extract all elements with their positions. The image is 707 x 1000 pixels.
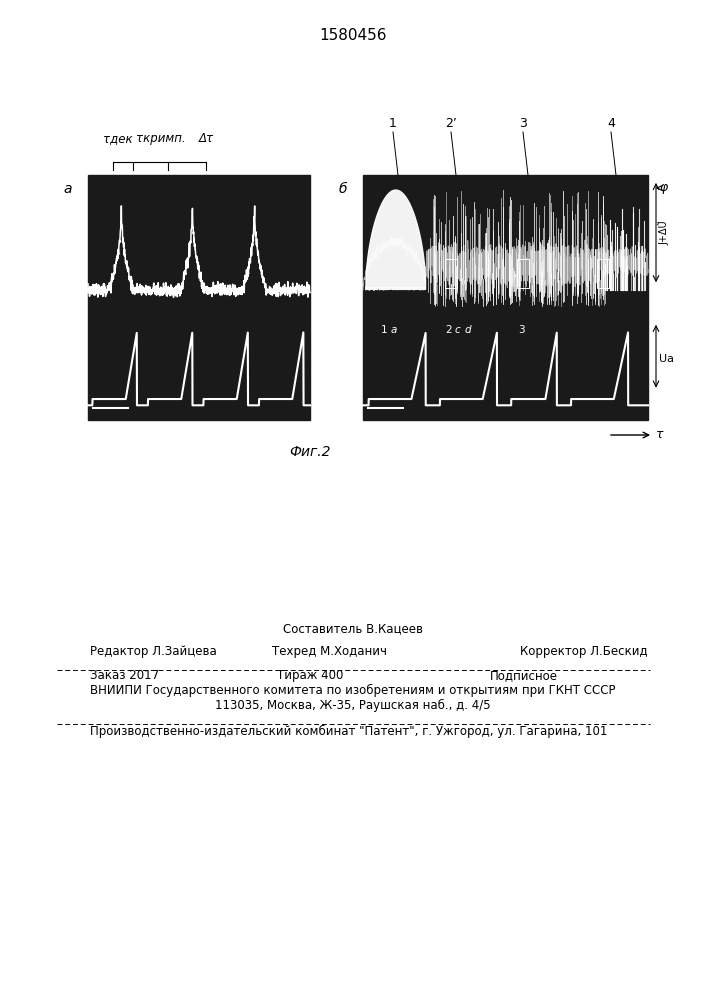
Polygon shape xyxy=(366,190,426,290)
Text: Заказ 2017: Заказ 2017 xyxy=(90,669,159,682)
Text: 3: 3 xyxy=(518,325,525,335)
Text: Подписное: Подписное xyxy=(490,669,558,682)
Bar xyxy=(517,259,529,288)
Bar xyxy=(88,175,310,420)
Text: τ: τ xyxy=(656,428,663,442)
Text: Производственно-издательский комбинат "Патент", г. Ужгород, ул. Гагарина, 101: Производственно-издательский комбинат "П… xyxy=(90,725,607,738)
Text: Техред М.Ходанич: Техред М.Ходанич xyxy=(272,645,387,658)
Text: τкримп.: τкримп. xyxy=(136,132,186,145)
Bar xyxy=(445,259,457,288)
Text: 2: 2 xyxy=(445,325,452,335)
Text: 1580456: 1580456 xyxy=(320,28,387,43)
Bar xyxy=(597,259,609,288)
Text: J+ΔŨ: J+ΔŨ xyxy=(659,220,670,245)
Text: d: d xyxy=(465,325,472,335)
Text: φ: φ xyxy=(659,182,667,194)
Text: 3: 3 xyxy=(519,117,527,130)
Text: 2’: 2’ xyxy=(445,117,457,130)
Text: Uа: Uа xyxy=(659,354,674,364)
Text: a: a xyxy=(391,325,397,335)
Text: Редактор Л.Зайцева: Редактор Л.Зайцева xyxy=(90,645,217,658)
Text: 1: 1 xyxy=(389,117,397,130)
Text: c: c xyxy=(455,325,461,335)
Text: Составитель В.Кацеев: Составитель В.Кацеев xyxy=(283,622,423,635)
Text: ВНИИПИ Государственного комитета по изобретениям и открытиям при ГКНТ СССР: ВНИИПИ Государственного комитета по изоб… xyxy=(90,684,616,697)
Text: Тираж 400: Тираж 400 xyxy=(277,669,343,682)
Text: a: a xyxy=(64,182,72,196)
Bar xyxy=(363,175,648,420)
Text: б: б xyxy=(339,182,347,196)
Text: Фиг.2: Фиг.2 xyxy=(289,445,331,459)
Text: 113035, Москва, Ж-35, Раушская наб., д. 4/5: 113035, Москва, Ж-35, Раушская наб., д. … xyxy=(215,699,491,712)
Text: 4: 4 xyxy=(607,117,615,130)
Text: Δτ: Δτ xyxy=(199,132,214,145)
Text: Корректор Л.Бескид: Корректор Л.Бескид xyxy=(520,645,648,658)
Text: τдек: τдек xyxy=(103,132,133,145)
Text: 1: 1 xyxy=(381,325,387,335)
